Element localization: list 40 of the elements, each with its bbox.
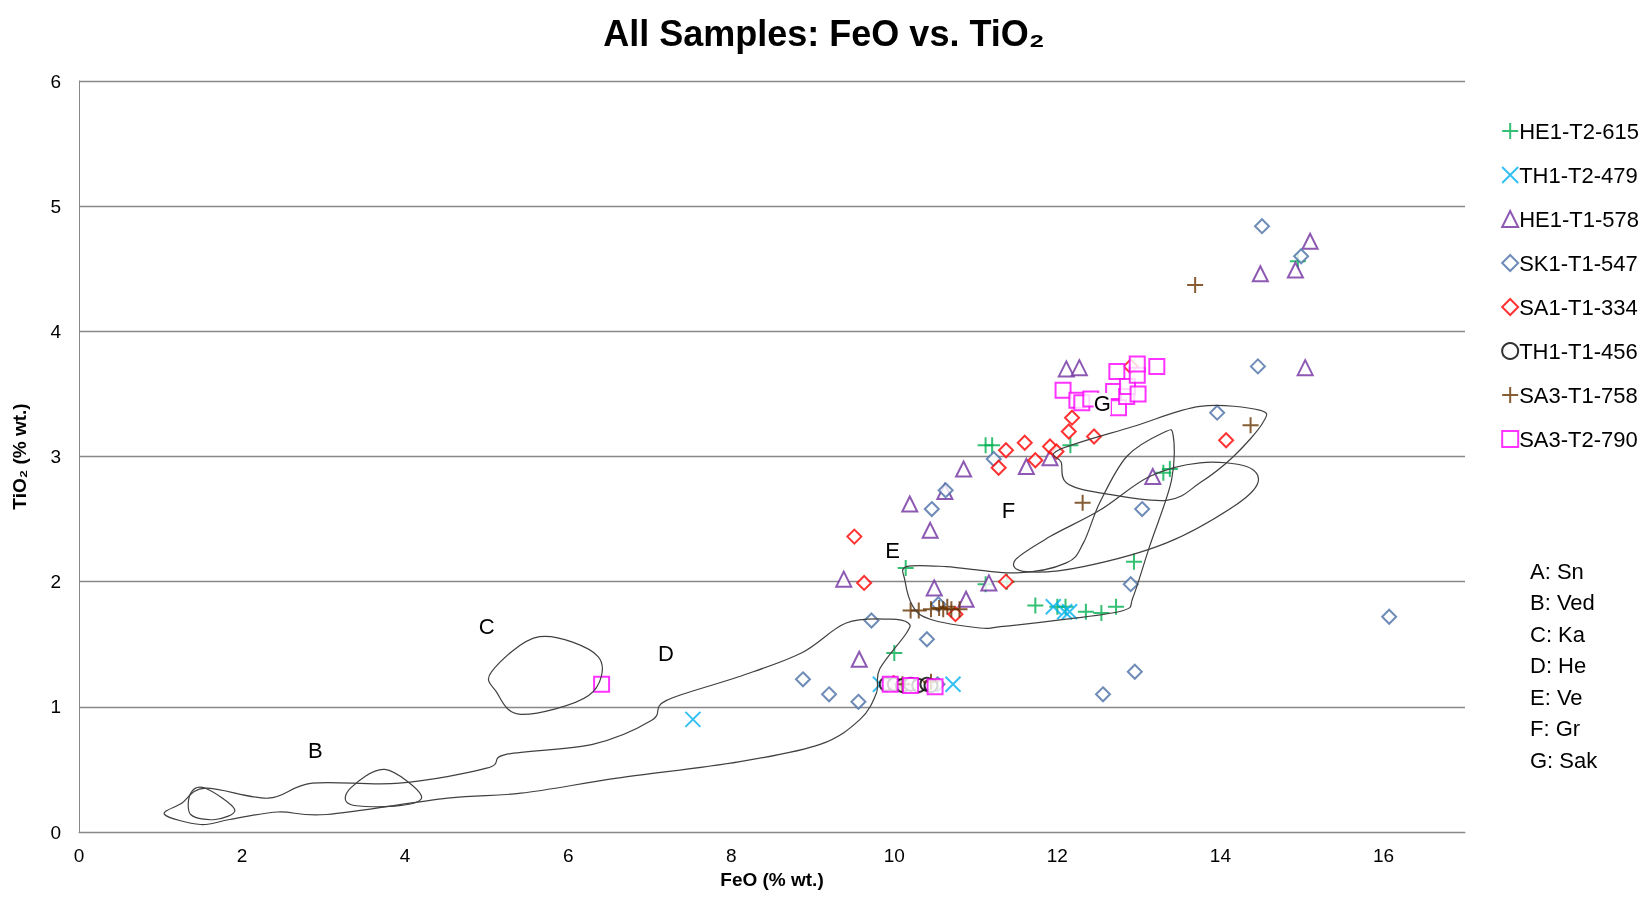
annotation: E bbox=[885, 537, 901, 563]
chart-title: All Samples: FeO vs. TiO₂ bbox=[603, 12, 1045, 54]
x-tick-label: 16 bbox=[1372, 845, 1395, 866]
y-tick-label: 4 bbox=[50, 320, 62, 342]
legend-label: SA1-T1-334 bbox=[1519, 294, 1638, 320]
annotation: D bbox=[658, 640, 674, 666]
annotation: B bbox=[308, 738, 323, 764]
text: D: He bbox=[1530, 653, 1587, 678]
y-tick-label: 1 bbox=[50, 696, 61, 718]
legend-label: HE1-T1-578 bbox=[1519, 206, 1640, 232]
x-tick-label: 10 bbox=[883, 845, 905, 866]
y-tick-label: 0 bbox=[50, 821, 61, 843]
legend-label: TH1-T2-479 bbox=[1519, 162, 1638, 188]
y-tick-label: 6 bbox=[50, 70, 61, 92]
legend-label: TH1-T1-456 bbox=[1519, 338, 1638, 364]
legend-label: HE1-T2-615 bbox=[1519, 118, 1640, 144]
text: A: Sn bbox=[1530, 558, 1584, 584]
x-tick-label: 14 bbox=[1209, 845, 1232, 866]
annotation: C bbox=[478, 614, 495, 640]
legend-label: SK1-T1-547 bbox=[1519, 250, 1638, 276]
text: G: Sak bbox=[1530, 747, 1599, 773]
y-axis-title: TiO₂ (% wt.) bbox=[9, 403, 30, 510]
legend-label: SA3-T1-758 bbox=[1519, 382, 1638, 408]
legend-label: SA3-T2-790 bbox=[1519, 426, 1638, 452]
x-tick-label: 4 bbox=[399, 845, 411, 866]
y-tick-label: 2 bbox=[50, 571, 61, 593]
x-tick-label: 6 bbox=[562, 845, 574, 866]
x-axis-title: FeO (% wt.) bbox=[720, 868, 824, 890]
y-tick-label: 3 bbox=[50, 446, 61, 467]
text: B: Ved bbox=[1530, 590, 1595, 615]
text: C: Ka bbox=[1530, 621, 1586, 647]
text: E: Ve bbox=[1530, 684, 1583, 710]
y-tick-label: 5 bbox=[50, 195, 61, 217]
annotation: G bbox=[1093, 391, 1111, 417]
x-tick-label: 2 bbox=[236, 845, 248, 866]
x-tick-label: 0 bbox=[73, 845, 85, 866]
annotation: F bbox=[1001, 497, 1016, 523]
x-tick-label: 8 bbox=[725, 845, 737, 866]
text: F: Gr bbox=[1530, 716, 1581, 741]
x-tick-label: 12 bbox=[1046, 845, 1068, 866]
